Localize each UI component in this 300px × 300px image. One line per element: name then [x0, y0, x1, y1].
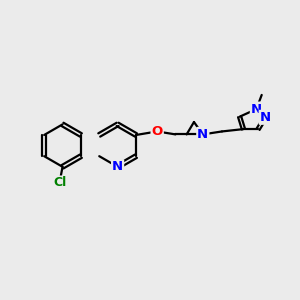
Text: N: N [260, 111, 271, 124]
Text: O: O [152, 125, 163, 138]
Text: N: N [197, 128, 208, 141]
Text: Cl: Cl [54, 176, 67, 190]
Text: N: N [251, 103, 262, 116]
Text: N: N [112, 160, 123, 173]
